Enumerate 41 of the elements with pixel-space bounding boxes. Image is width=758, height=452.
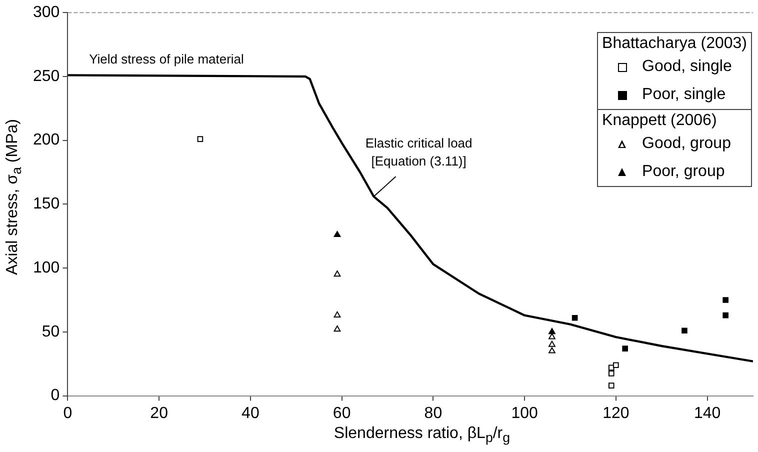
point xyxy=(548,347,556,354)
x-tick-label: 40 xyxy=(242,404,260,422)
point xyxy=(334,230,341,238)
y-tick-label: 200 xyxy=(32,132,60,149)
annotation: Bhattacharya (2003) xyxy=(602,35,747,53)
x-tick-label: 80 xyxy=(424,404,442,422)
legend-label: Good, single xyxy=(642,58,732,76)
point xyxy=(608,382,614,388)
y-tick-label: 300 xyxy=(32,4,60,22)
x-tick-label: 60 xyxy=(332,404,351,422)
point xyxy=(572,314,578,321)
annotation: Knappett (2006) xyxy=(602,112,718,130)
legend-label: Poor, group xyxy=(642,163,725,181)
point xyxy=(608,370,614,376)
x-tick-label: 140 xyxy=(694,404,721,422)
y-tick-label: 250 xyxy=(32,68,60,85)
legend-label: Poor, single xyxy=(642,86,726,104)
point xyxy=(548,340,556,347)
point xyxy=(334,311,341,318)
y-tick-label: 100 xyxy=(32,259,60,276)
y-tick-label: 50 xyxy=(42,323,60,340)
point xyxy=(548,333,556,340)
x-axis-title: Slenderness ratio, βL$_{p}$/r$_{g}$ xyxy=(332,425,512,446)
x-tick-label: 20 xyxy=(150,404,168,422)
annotation: Yield stress of pile material xyxy=(89,52,244,67)
legend-label: Good, group xyxy=(642,135,731,153)
x-tick-label: 0 xyxy=(63,404,72,422)
point xyxy=(197,136,204,142)
point xyxy=(548,328,556,334)
point xyxy=(613,362,619,368)
point xyxy=(622,346,628,352)
y-tick-label: 150 xyxy=(32,196,60,213)
y-tick-label: 0 xyxy=(50,387,60,404)
point xyxy=(334,270,341,277)
annotation: Elastic critical load [Equation (3.11)] xyxy=(365,136,472,169)
point xyxy=(334,325,341,332)
point xyxy=(722,312,728,318)
point xyxy=(682,328,688,334)
point xyxy=(722,297,728,303)
x-tick-label: 120 xyxy=(602,404,630,422)
x-tick-label: 100 xyxy=(511,404,538,422)
